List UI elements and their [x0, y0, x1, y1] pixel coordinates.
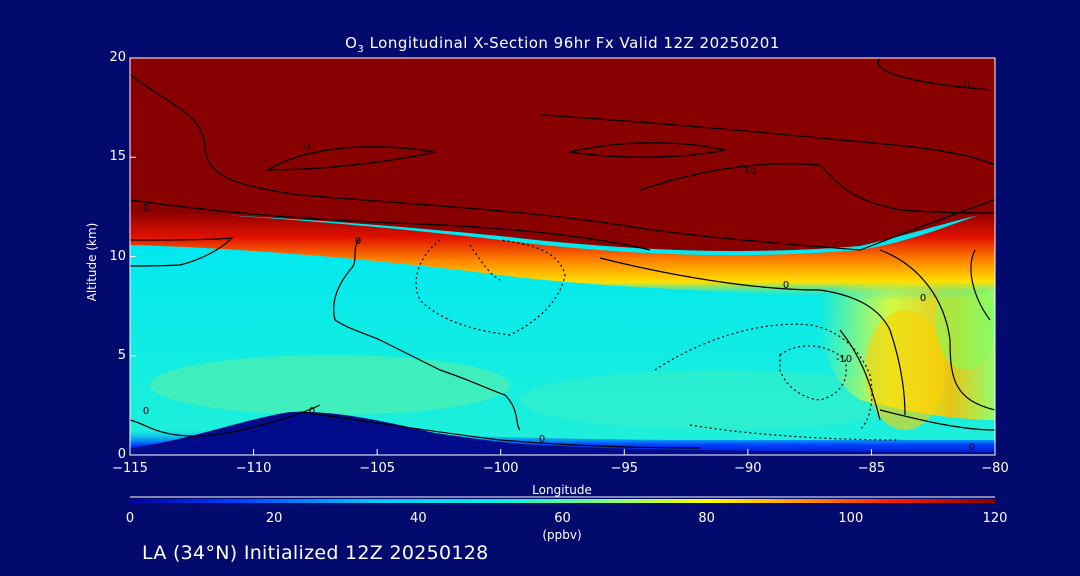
contour-label: 0	[309, 406, 315, 417]
x-tick-label: −85	[857, 461, 886, 476]
contour-label: -10	[836, 354, 852, 365]
colorbar	[130, 499, 995, 503]
y-axis-label: Altitude (km)	[85, 222, 99, 302]
y-axis-ticks	[130, 57, 136, 456]
colorbar-tick-label: 100	[838, 511, 864, 526]
contour-label: 10	[744, 166, 757, 177]
y-tick-label: 10	[109, 248, 126, 264]
contour-labels: 0 0 0 0 10 -10 0 0 0 0 0 0	[143, 80, 975, 453]
x-tick-label: −110	[235, 461, 272, 476]
x-axis-label: Longitude	[532, 483, 592, 497]
x-tick-label: −105	[359, 461, 395, 476]
contour-label: 0	[964, 80, 970, 91]
footer-text: LA (34°N) Initialized 12Z 20250128	[142, 542, 489, 564]
chart-title: O3 Longitudinal X-Section 96hr Fx Valid …	[345, 34, 780, 55]
x-axis-ticks	[129, 449, 996, 455]
colorbar-tick-label: 20	[265, 511, 283, 526]
x-tick-label: −100	[482, 461, 519, 476]
colorbar-tick-label: 0	[125, 511, 135, 526]
x-tick-label: −80	[981, 461, 1009, 476]
colorbar-tick-label: 120	[982, 511, 1008, 526]
colorbar-tick-label: 40	[410, 511, 427, 526]
contour-label: 0	[783, 280, 789, 291]
contour-label: 0	[355, 236, 361, 247]
x-tick-label: −115	[112, 461, 148, 476]
field-layer	[130, 58, 995, 455]
colorbar-units: (ppbv)	[542, 528, 582, 542]
y-tick-label: 15	[109, 149, 126, 165]
contour-label: 0	[304, 142, 310, 153]
x-tick-label: −90	[734, 461, 762, 476]
colorbar-tick-label: 80	[698, 511, 715, 526]
contour-label: 0	[143, 203, 149, 214]
contour-label: 0	[539, 434, 545, 445]
contour-label: 0	[920, 293, 926, 304]
y-tick-label: 20	[109, 50, 126, 65]
y-tick-label: 0	[117, 447, 126, 462]
colorbar-tick-label: 60	[554, 511, 571, 526]
contour-label: 0	[143, 406, 149, 417]
y-tick-label: 5	[117, 347, 126, 363]
contour-label: 0	[969, 442, 975, 453]
x-tick-label: −95	[610, 461, 638, 476]
